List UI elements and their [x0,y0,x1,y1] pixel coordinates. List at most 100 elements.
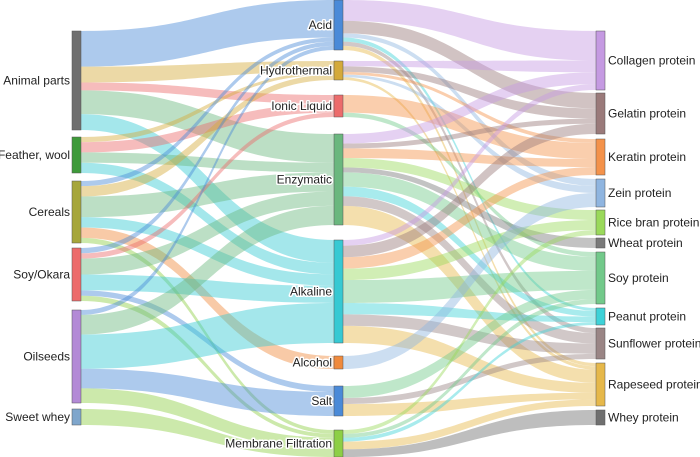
flow-enzymatic-to-ricebran [343,157,596,220]
label-salt: Salt [311,394,332,408]
flow-enzymatic-to-wheat [343,167,596,248]
label-wheat: Wheat protein [608,236,683,250]
flow-alkaline-to-keratin [343,167,596,269]
sankey-nodes [71,0,606,457]
flow-alkaline-to-sunflower [343,314,596,354]
node-ricebran [595,209,606,236]
flow-oilseeds-to-acid [81,45,334,315]
label-cereals: Cereals [29,205,70,219]
flow-feather-to-ionic [81,103,334,153]
flow-hydro-to-keratin [343,71,596,143]
flow-acid-to-rapeseed [343,45,596,367]
node-hydro [333,60,344,81]
flow-alkaline-to-peanut [343,302,596,323]
node-peanut [595,307,606,326]
flow-links [81,0,596,457]
flow-acid-to-collagen [343,0,596,61]
flow-feather-to-hydro [81,71,334,143]
flow-enzymatic-to-keratin [343,148,596,167]
flow-feather-to-enzymatic [81,152,334,173]
node-soyp [595,251,606,305]
label-membrane: Membrane Filtration [225,437,332,451]
node-animal [71,30,82,131]
flow-cereals-to-alkaline [81,217,334,286]
flow-enzymatic-to-gelatin [343,118,596,149]
node-alcohol [333,355,344,370]
flow-animal-to-ionic [81,82,334,104]
flow-cereals-to-acid [81,37,334,187]
flow-soy-to-alkaline [81,274,334,303]
flow-hydro-to-collagen [343,60,596,73]
flow-salt-to-soyp [343,289,596,398]
node-cereals [71,180,82,244]
flow-hydro-to-rapeseed [343,77,596,370]
label-soyp: Soy protein [608,271,669,285]
flow-ionic-to-soyp [343,112,596,257]
flow-salt-to-rapeseed [343,392,596,416]
flow-alkaline-to-collagen [343,84,596,246]
label-keratin: Keratin protein [608,150,686,164]
label-alcohol: Alcohol [293,356,332,370]
node-acid [333,0,344,51]
node-enzymatic [333,133,344,226]
node-gelatin [595,92,606,135]
label-peanut: Peanut protein [608,310,686,324]
label-ionic: Ionic Liquid [271,99,332,113]
label-sunflower: Sunflower protein [608,337,700,351]
node-labels: Animal parts Feather, wool Cereals Soy/Okar… [0,17,700,453]
flow-animal-to-hydro [81,61,334,83]
flow-oilseeds-to-enzymatic [81,205,334,335]
label-gelatin: Gelatin protein [608,107,686,121]
label-rapeseed: Rapeseed protein [608,378,700,392]
flow-alkaline-to-ricebran [343,220,596,281]
flow-oilseeds-to-salt [81,368,334,416]
flow-hydro-to-gelatin [343,66,596,119]
flow-soy-to-enzymatic [81,191,334,275]
flow-membrane-to-rapeseed [343,399,596,450]
flow-enzymatic-to-sunflower [343,196,596,344]
flow-animal-to-enzymatic [81,90,334,163]
flow-animal-to-acid [81,0,334,67]
flow-oilseeds-to-alkaline [81,302,334,369]
flow-ionic-to-keratin [343,95,596,159]
flow-acid-to-gelatin [343,20,596,109]
flow-salt-to-sunflower [343,353,596,404]
flow-whey-to-membrane [81,409,334,457]
flow-alcohol-to-zein [343,193,596,369]
label-alkaline: Alkaline [290,285,332,299]
flow-acid-to-zein [343,33,596,187]
flow-enzymatic-to-soyp [343,172,596,271]
flow-oilseeds-to-membrane [81,388,334,450]
node-alkaline [333,239,344,344]
flow-alkaline-to-soyp [343,270,596,303]
flow-alkaline-to-gelatin [343,123,596,258]
flow-membrane-to-soyp [343,299,596,438]
flow-hydro-to-zein [343,74,596,193]
node-salt [333,385,344,417]
label-feather: Feather, wool [0,148,70,162]
flow-enzymatic-to-collagen [343,72,596,144]
label-ricebran: Rice bran protein [608,216,699,230]
flow-soy-to-salt [81,290,334,392]
node-wheat [595,237,606,249]
label-oilseeds: Oilseeds [23,350,70,364]
label-soy: Soy/Okara [13,268,70,282]
node-keratin [595,138,606,176]
label-acid: Acid [309,18,332,32]
node-soy [71,247,82,302]
flow-enzymatic-to-rapeseed [343,205,596,383]
flow-membrane-to-peanut [343,322,596,442]
flow-cereals-to-membrane [81,237,334,434]
node-whey [71,408,82,426]
node-zein [595,178,606,208]
flow-soy-to-membrane [81,295,334,438]
node-sunflower [595,327,606,360]
label-hydro: Hydrothermal [260,64,332,78]
flow-cereals-to-hydro [81,74,334,197]
label-enzymatic: Enzymatic [277,173,332,187]
flow-acid-to-sunflower [343,41,596,334]
flow-soy-to-acid [81,41,334,254]
flow-acid-to-peanut [343,37,596,311]
label-animal: Animal parts [3,74,70,88]
